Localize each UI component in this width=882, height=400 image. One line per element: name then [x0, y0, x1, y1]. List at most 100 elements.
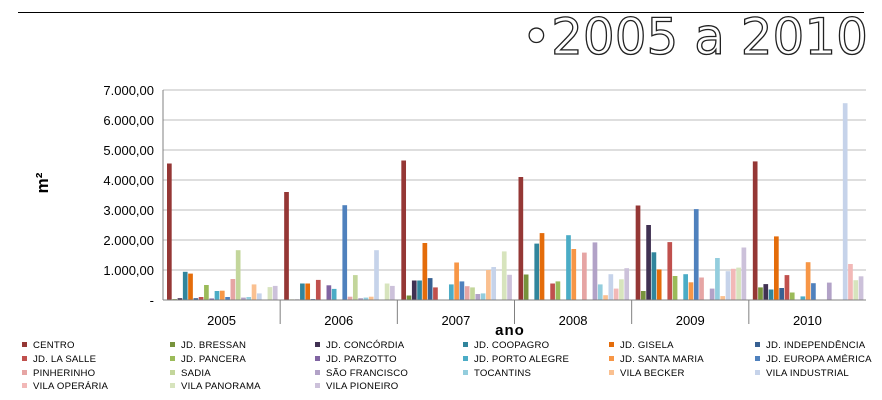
- bar: [699, 277, 704, 300]
- bar: [448, 284, 454, 300]
- bar: [427, 278, 433, 300]
- bar: [177, 298, 183, 300]
- y-tick-label: 2.000,00: [103, 233, 154, 248]
- legend-label: TOCANTINS: [474, 368, 531, 379]
- bar: [539, 233, 545, 300]
- legend-label: JD. SANTA MARIA: [620, 354, 704, 365]
- legend-swatch: [609, 356, 614, 361]
- bar: [390, 285, 395, 300]
- legend: CENTRO JD. BRESSAN JD. CONCÓRDIA JD. COOPAG…: [22, 340, 872, 392]
- bar: [486, 270, 491, 300]
- legend-label: JD. EUROPA AMÉRICA: [766, 354, 872, 365]
- bar: [848, 264, 853, 300]
- bar: [470, 287, 475, 300]
- bar: [763, 284, 769, 300]
- bar: [603, 295, 608, 300]
- bar: [225, 297, 230, 300]
- bar: [374, 250, 379, 300]
- legend-label: JD. GISELA: [620, 340, 674, 351]
- bar: [842, 103, 848, 300]
- bar: [347, 296, 353, 300]
- y-tick-label: 4.000,00: [103, 173, 154, 188]
- bar: [480, 293, 486, 300]
- bar: [300, 283, 305, 300]
- bar: [352, 275, 358, 300]
- bar: [779, 288, 784, 300]
- bar: [246, 297, 252, 300]
- bar: [811, 283, 816, 300]
- bar: [789, 292, 795, 300]
- gridlines: [163, 89, 866, 271]
- bar: [667, 242, 673, 300]
- bar: [251, 284, 257, 300]
- bar: [758, 287, 763, 300]
- legend-swatch: [22, 356, 27, 361]
- bar: [826, 282, 832, 300]
- legend-label: JD. PANCERA: [181, 354, 246, 365]
- legend-swatch: [315, 342, 320, 347]
- bar: [182, 271, 188, 300]
- legend-swatch: [170, 356, 175, 361]
- bar: [736, 267, 741, 300]
- bar: [406, 295, 412, 300]
- legend-label: CENTRO: [33, 340, 75, 351]
- x-tick-label: 2006: [324, 313, 353, 328]
- bar: [688, 282, 694, 300]
- legend-label: PINHERINHO: [33, 368, 95, 379]
- bar: [656, 269, 662, 300]
- x-tick-label: 2008: [559, 313, 588, 328]
- bar: [459, 281, 465, 300]
- legend-label: VILA OPERÁRIA: [33, 381, 109, 392]
- bar: [550, 283, 555, 300]
- legend-swatch: [170, 342, 175, 347]
- bar: [204, 285, 209, 300]
- bar: [730, 268, 736, 300]
- x-tick-label: 2010: [793, 313, 822, 328]
- bar: [800, 296, 806, 300]
- bar: [725, 271, 731, 300]
- bar: [768, 289, 774, 300]
- legend-label: JD. PARZOTTO: [326, 354, 397, 365]
- bar: [219, 290, 225, 300]
- title-divider-line: [18, 12, 864, 13]
- bar: [326, 285, 332, 300]
- bar: [417, 280, 422, 300]
- bar: [555, 281, 561, 300]
- bar: [358, 298, 363, 300]
- legend-swatch: [463, 342, 468, 347]
- bar: [422, 243, 428, 300]
- x-axis-title: ano: [495, 322, 525, 339]
- legend-swatch: [22, 342, 27, 347]
- y-tick-label: 3.000,00: [103, 203, 154, 218]
- bar: [209, 298, 215, 300]
- bar: [363, 297, 369, 300]
- legend-swatch: [609, 370, 614, 375]
- bar: [411, 280, 417, 300]
- legend-swatch: [609, 342, 614, 347]
- bar: [507, 274, 512, 300]
- legend-label: VILA INDUSTRIAL: [766, 368, 849, 379]
- bar: [752, 161, 758, 300]
- bar: [672, 276, 678, 300]
- legend-swatch: [22, 370, 27, 375]
- legend-swatch: [315, 383, 320, 388]
- bar: [305, 283, 311, 300]
- bar: [640, 291, 646, 300]
- bar: [241, 297, 246, 300]
- bar: [613, 288, 619, 300]
- bar: [646, 225, 651, 300]
- legend-swatch: [463, 356, 468, 361]
- bar: [401, 160, 407, 300]
- bar: [858, 276, 864, 300]
- legend-swatch: [22, 383, 27, 388]
- bar: [774, 236, 779, 300]
- legend-swatch: [170, 370, 175, 375]
- bar: [624, 268, 630, 300]
- bar: [784, 275, 790, 300]
- bar: [235, 250, 241, 300]
- bar: [518, 177, 524, 300]
- y-tick-label: 6.000,00: [103, 113, 154, 128]
- bar: [715, 258, 720, 300]
- bar: [571, 249, 577, 300]
